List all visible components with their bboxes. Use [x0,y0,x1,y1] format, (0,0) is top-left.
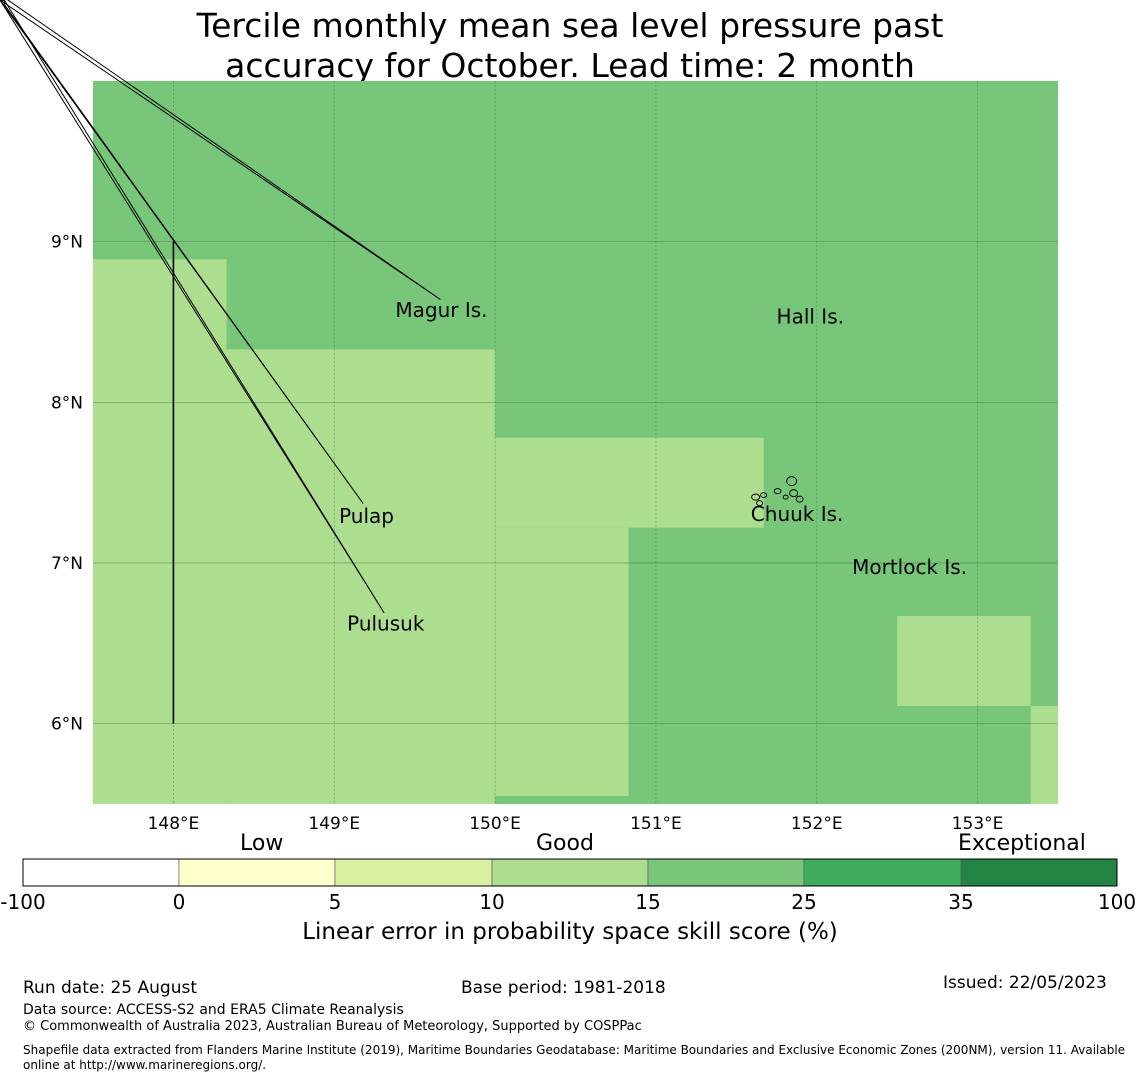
shapefile-credit-line-1: Shapefile data extracted from Flanders M… [23,1043,1126,1057]
lon-tick-label: 148°E [148,814,200,834]
chuuk-islet-0 [751,493,761,501]
chuuk-islet-4 [789,489,799,498]
colorbar-tick-label: 100 [1097,890,1137,914]
lon-tick-label: 150°E [469,814,521,834]
title-line-2: accuracy for October. Lead time: 2 month [225,46,915,85]
issued-date: Issued: 22/05/2023 [943,973,1107,993]
island-label: Pulusuk [347,611,425,635]
run-date: Run date: 25 August [23,978,197,998]
island-label: Chuuk Is. [751,502,844,526]
chuuk-islet-6 [782,494,789,500]
colorbar-exceptional-label: Exceptional [958,831,1086,856]
skill-cell-0 [93,259,227,805]
island-label: Pulap [339,504,394,528]
chuuk-islet-1 [760,492,768,499]
skill-cell-2 [495,437,764,528]
colorbar-swatch-5 [803,858,962,887]
lat-tick-label: 7°N [51,554,83,574]
colorbar-tick-label: 0 [172,890,186,914]
copyright-notice: © Commonwealth of Australia 2023, Austra… [23,1019,642,1034]
colorbar-swatch-3 [491,858,649,887]
colorbar [22,858,1118,887]
colorbar-axis-label: Linear error in probability space skill … [302,919,838,945]
colorbar-good-label: Good [536,831,594,856]
skill-cell-1 [226,349,496,804]
map-title: Tercile monthly mean sea level pressure … [0,6,1140,86]
colorbar-swatch-1 [178,858,336,887]
colorbar-tick-label: -100 [0,890,46,914]
colorbar-swatch-0 [22,858,180,887]
colorbar-tick-label: 25 [791,890,817,914]
colorbar-tick-label: 5 [328,890,342,914]
island-label: Hall Is. [777,305,844,329]
island-label: Mortlock Is. [852,555,967,579]
base-period: Base period: 1981-2018 [461,978,666,998]
island-label: Magur Is. [395,298,487,322]
title-line-1: Tercile monthly mean sea level pressure … [196,6,944,45]
lat-tick-label: 6°N [51,715,83,735]
skill-cell-3 [495,527,629,796]
data-source: Data source: ACCESS-S2 and ERA5 Climate … [23,1002,404,1018]
skill-cell-4 [897,616,1031,706]
chuuk-islet-3 [786,476,798,487]
shapefile-credit-line-2: online at http://www.marineregions.org/. [23,1058,267,1072]
lon-tick-label: 152°E [791,814,843,834]
chuuk-islet-5 [795,495,804,503]
chuuk-islet-2 [773,488,782,495]
colorbar-swatch-6 [960,858,1118,887]
lon-tick-label: 151°E [630,814,682,834]
chuuk-islet-7 [756,500,764,507]
lat-tick-label: 8°N [51,393,83,413]
lon-tick-label: 149°E [308,814,360,834]
island-outline-0 [0,0,441,300]
lat-tick-label: 9°N [51,233,83,253]
island-outline-2 [0,0,385,614]
skill-cell-5 [1030,705,1058,804]
colorbar-tick-label: 15 [635,890,661,914]
map-area: 148°E 149°E 150°E 151°E 152°E 153°E 9°N 8°N 7°N 6… [0,0,1058,834]
colorbar-swatch-4 [647,858,805,887]
colorbar-frame [22,858,1118,887]
colorbar-swatch-2 [334,858,493,887]
colorbar-low-label: Low [240,831,284,856]
colorbar-tick-label: 35 [948,890,974,914]
lon-tick-label: 153°E [952,814,1004,834]
colorbar-tick-label: 10 [479,890,505,914]
